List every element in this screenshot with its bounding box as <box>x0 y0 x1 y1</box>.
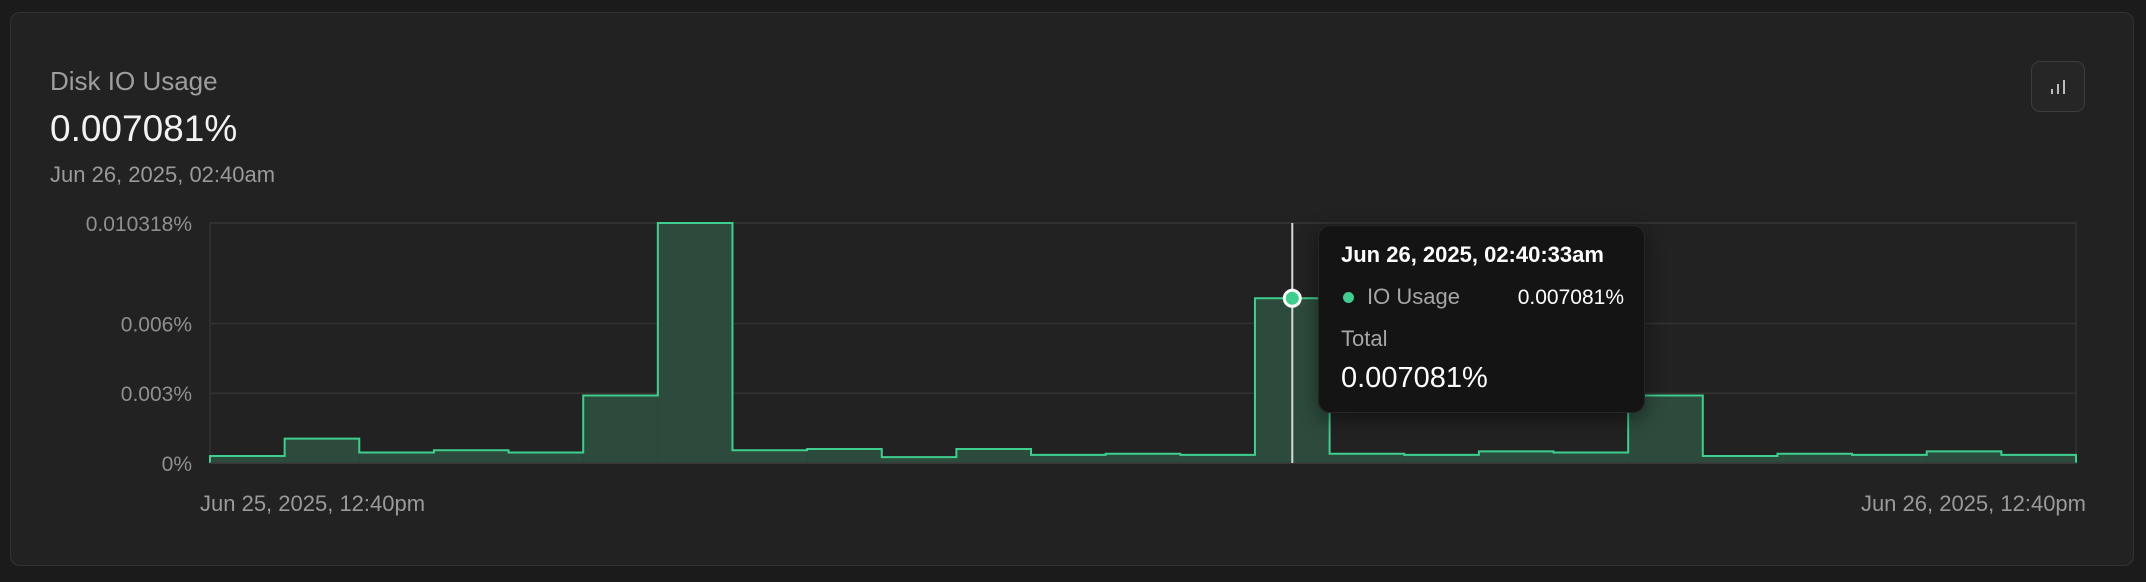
area-bar <box>1105 453 1181 463</box>
y-tick-label: 0.006% <box>121 313 192 336</box>
area-bar <box>807 449 882 463</box>
area-bar <box>433 450 509 463</box>
area-bar <box>1404 454 1479 463</box>
y-tick-label: 0.003% <box>121 383 192 406</box>
hover-point <box>1282 288 1302 308</box>
area-bar <box>508 452 584 463</box>
area-bar <box>1180 454 1255 463</box>
area-bar <box>583 395 658 463</box>
tooltip-series-label: IO Usage <box>1367 284 1460 309</box>
current-value: 0.007081% <box>50 108 238 149</box>
area-bar <box>1852 454 1927 463</box>
chart-title: Disk IO Usage <box>50 66 218 96</box>
area-bar <box>1553 452 1629 463</box>
area-bar <box>359 452 434 463</box>
x-label-end: Jun 26, 2025, 12:40pm <box>1861 491 2086 516</box>
area-bar <box>657 223 733 463</box>
bar-chart-icon <box>2051 79 2065 94</box>
area-bar <box>2001 454 2076 463</box>
area-bar <box>1926 451 2002 463</box>
tooltip-series-value: 0.007081% <box>1517 286 1624 309</box>
area-bar <box>284 438 360 463</box>
area-bar <box>732 450 808 463</box>
chart-type-button[interactable] <box>2031 61 2085 112</box>
area-bar <box>1702 456 1778 463</box>
plot-frame <box>209 222 2077 464</box>
area-bar <box>1031 454 1106 463</box>
area-bar <box>1777 453 1853 463</box>
y-tick-label: 0.010318% <box>86 213 192 236</box>
tooltip-time: Jun 26, 2025, 02:40:33am <box>1341 242 1604 267</box>
x-label-start: Jun 25, 2025, 12:40pm <box>200 491 425 516</box>
tooltip-total-value: 0.007081% <box>1341 362 1488 394</box>
y-tick-label: 0% <box>162 453 192 476</box>
area-bar <box>210 456 285 463</box>
tooltip-total-label: Total <box>1341 326 1388 351</box>
disk-io-card <box>10 12 2134 566</box>
area-bar <box>881 457 957 463</box>
area-bar <box>1329 453 1405 463</box>
chart-tooltip: Jun 26, 2025, 02:40:33am IO Usage 0.0070… <box>1318 225 1645 413</box>
area-bar <box>956 449 1032 463</box>
series-color-dot <box>1343 292 1354 303</box>
current-date: Jun 26, 2025, 02:40am <box>50 162 276 187</box>
area-bar <box>1478 451 1554 463</box>
series-line <box>209 222 2077 463</box>
